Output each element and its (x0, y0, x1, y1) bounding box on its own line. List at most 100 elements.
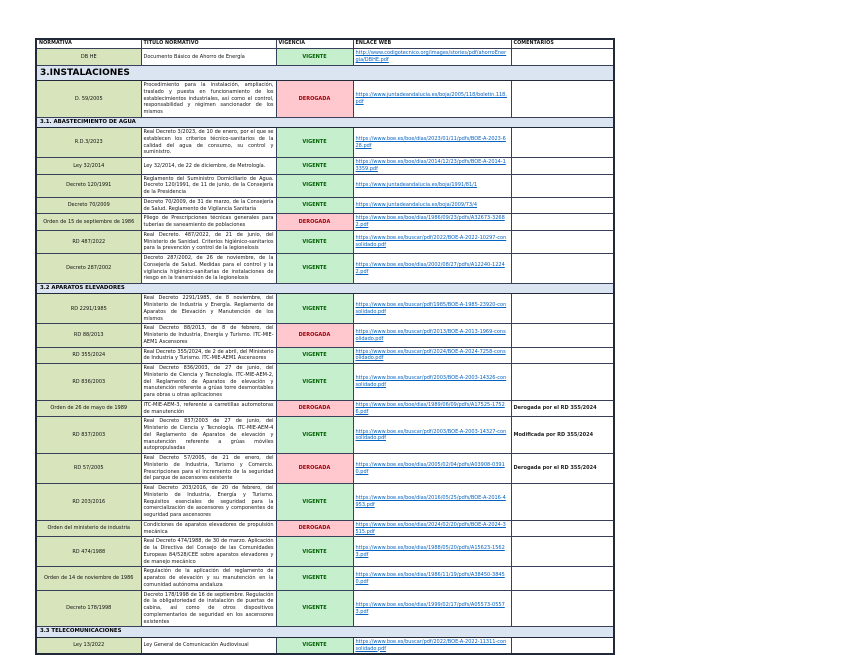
enlace-cell: https://www.boe.es/buscar/pdf/2003/BOE-A… (352, 363, 512, 401)
normativa-cell: RD 355/2024 (35, 346, 142, 365)
enlace-link[interactable]: https://www.boe.es/boe/dias/2024/02/20/p… (355, 521, 506, 535)
table-row: RD 57/2005 Real Decreto 57/2005, de 21 de… (35, 453, 615, 485)
enlace-link[interactable]: https://www.boe.es/boe/dias/2014/12/23/p… (355, 159, 506, 172)
enlace-link[interactable]: https://www.juntadeandalucia.es/boja/199… (355, 182, 478, 189)
table-row: Ley 32/2014 Ley 32/2014, de 22 de diciemb… (35, 157, 615, 175)
enlace-link[interactable]: https://www.boe.es/buscar/pdf/2003/BOE-A… (355, 428, 507, 442)
section-row: 3.2 APARATOS ELEVADORES (35, 283, 615, 295)
comentario-cell (510, 483, 615, 521)
enlace-link[interactable]: https://www.juntadeandalucia.es/boja/200… (355, 202, 478, 209)
table-header-row: NORMATIVA TITULO NORMATIVO VIGENCIA ENLACE … (35, 38, 615, 50)
comentario-cell (510, 636, 615, 655)
enlace-link[interactable]: https://www.boe.es/boe/dias/1986/09/23/p… (355, 215, 505, 229)
enlace-link[interactable]: https://www.boe.es/buscar/pdf/1985/BOE-A… (355, 302, 507, 315)
comentario-cell: Derogada por el RD 355/2024 (510, 399, 615, 418)
enlace-link[interactable]: https://www.boe.es/buscar/pdf/2013/BOE-A… (355, 328, 506, 342)
normativa-cell: Decreto 178/1998 (35, 589, 142, 628)
normativa-cell: Decreto 287/2002 (35, 253, 142, 285)
normativa-cell: Orden de 15 de septiembre de 1986 (35, 213, 142, 231)
vigencia-status-badge: VIGENTE (275, 173, 354, 198)
titulo-cell: Ley 32/2014, de 22 de diciembre, de Metr… (140, 157, 277, 175)
vigencia-status-badge: VIGENTE (275, 483, 354, 521)
vigencia-status-badge: DEROGADA (275, 213, 354, 231)
section-row: 3.1. ABASTECIMIENTO DE AGUA (35, 116, 615, 129)
enlace-link[interactable]: https://www.boe.es/boe/dias/2023/01/11/p… (355, 135, 506, 149)
titulo-cell: Real Decreto 355/2024, de 2 de abril, de… (140, 346, 277, 365)
titulo-cell: Procedimiento para la instalación, ampli… (140, 80, 277, 118)
table-row: RD 474/1988 Real Decreto 474/1988, de 30 … (35, 536, 615, 568)
column-header-enlace-web: ENLACE WEB (352, 38, 512, 50)
comentario-cell (510, 589, 615, 628)
enlace-link[interactable]: https://www.boe.es/boe/dias/1986/11/19/p… (355, 571, 505, 585)
spreadsheet-page: NORMATIVA TITULO NORMATIVO VIGENCIA ENLACE … (35, 38, 615, 655)
normativa-cell: Ley 32/2014 (35, 157, 142, 175)
titulo-cell: Real Decreto 837/2003 de 27 de junio, de… (140, 416, 277, 455)
table-row: Decreto 287/2002 Decreto 287/2002, de 26 … (35, 253, 615, 285)
table-row: R.D.3/2023 Real Decreto 3/2023, de 10 de … (35, 127, 615, 159)
column-header-normativa: NORMATIVA (35, 38, 142, 50)
titulo-cell: ITC-MIE-AEM-3, referente a carretillas a… (140, 399, 277, 418)
vigencia-status-badge: VIGENTE (275, 293, 354, 325)
vigencia-status-badge: VIGENTE (275, 363, 354, 401)
vigencia-status-badge: VIGENTE (275, 636, 354, 655)
titulo-cell: Real Decreto 474/1988, de 30 de marzo. A… (140, 536, 277, 568)
enlace-cell: https://www.boe.es/boe/dias/2024/02/20/p… (352, 519, 512, 538)
enlace-link[interactable]: https://www.boe.es/buscar/pdf/2003/BOE-A… (355, 375, 507, 389)
vigencia-status-badge: VIGENTE (275, 253, 354, 285)
normativa-table-body: DB HE Documento Básico de Ahorro de Energ… (35, 48, 615, 655)
enlace-link[interactable]: https://www.boe.es/boe/dias/2002/08/27/p… (355, 261, 505, 275)
column-header-titulo-normativo: TITULO NORMATIVO (140, 38, 277, 50)
titulo-cell: Real Decreto 57/2005, de 21 de enero, de… (140, 453, 277, 485)
enlace-link[interactable]: https://www.boe.es/boe/dias/2016/05/25/p… (355, 495, 506, 509)
table-row: RD 88/2013 Real Decreto 88/2013, de 8 de … (35, 323, 615, 348)
enlace-cell: http://www.codigotecnico.org/images/stor… (352, 48, 512, 66)
vigencia-status-badge: DEROGADA (275, 80, 354, 118)
table-row: Decreto 120/1991 Reglamento del Suministr… (35, 173, 615, 198)
titulo-cell: Real Decreto 3/2023, de 10 de enero, por… (140, 127, 277, 159)
table-row: Orden del ministerio de industria Condici… (35, 519, 615, 538)
enlace-link[interactable]: https://www.boe.es/boe/dias/2005/02/04/p… (355, 461, 505, 475)
table-row: RD 355/2024 Real Decreto 355/2024, de 2 d… (35, 346, 615, 365)
enlace-cell: https://www.boe.es/boe/dias/2002/08/27/p… (352, 253, 512, 285)
comentario-cell (510, 127, 615, 159)
enlace-link[interactable]: https://www.boe.es/boe/dias/1989/06/09/p… (355, 401, 505, 415)
comentario-cell (510, 253, 615, 285)
enlace-link[interactable]: http://www.codigotecnico.org/images/stor… (355, 50, 507, 64)
enlace-cell: https://www.boe.es/boe/dias/1988/05/20/p… (352, 536, 512, 568)
titulo-cell: Real Decreto 836/2003, de 27 de junio, d… (140, 363, 277, 401)
normativa-cell: RD 487/2022 (35, 229, 142, 255)
enlace-link[interactable]: https://www.boe.es/buscar/pdf/2024/BOE-A… (355, 348, 506, 362)
normativa-cell: Orden de 26 de mayo de 1989 (35, 399, 142, 418)
subsection-header: 3.2 APARATOS ELEVADORES (35, 283, 615, 295)
enlace-link[interactable]: https://www.juntadeandalucia.es/boja/200… (355, 92, 507, 105)
enlace-cell: https://www.boe.es/boe/dias/1986/09/23/p… (352, 213, 512, 231)
enlace-link[interactable]: https://www.boe.es/boe/dias/1988/05/20/p… (355, 545, 505, 558)
comentario-cell (510, 157, 615, 175)
normativa-cell: RD 2291/1985 (35, 293, 142, 325)
comentario-cell (510, 519, 615, 538)
normativa-table: NORMATIVA TITULO NORMATIVO VIGENCIA ENLACE … (35, 38, 615, 655)
enlace-cell: https://www.boe.es/buscar/pdf/2003/BOE-A… (352, 416, 512, 455)
table-row: Decreto 70/2009 Decreto 70/2009, de 31 de… (35, 196, 615, 215)
comentario-cell (510, 363, 615, 401)
titulo-cell: Ley General de Comunicación Audiovisual (140, 636, 277, 655)
comentario-cell (510, 536, 615, 568)
comentario-cell (510, 566, 615, 591)
comentario-cell: Modificada por RD 355/2024 (510, 416, 615, 455)
enlace-link[interactable]: https://www.boe.es/boe/dias/1999/02/17/p… (355, 601, 505, 615)
table-row: RD 837/2003 Real Decreto 837/2003 de 27 d… (35, 416, 615, 455)
normativa-cell: RD 836/2003 (35, 363, 142, 401)
enlace-link[interactable]: https://www.boe.es/buscar/pdf/2022/BOE-A… (355, 235, 507, 249)
column-header-vigencia: VIGENCIA (275, 38, 354, 50)
vigencia-status-badge: VIGENTE (275, 157, 354, 175)
comentario-cell (510, 346, 615, 365)
enlace-link[interactable]: https://www.boe.es/buscar/pdf/2022/BOE-A… (355, 638, 507, 652)
normativa-cell: RD 203/2016 (35, 483, 142, 521)
comentario-cell (510, 213, 615, 231)
enlace-cell: https://www.juntadeandalucia.es/boja/199… (352, 173, 512, 198)
titulo-cell: Real Decreto. 487/2022, de 21 de junio, … (140, 229, 277, 255)
normativa-cell: Ley 13/2022 (35, 636, 142, 655)
table-row: RD 836/2003 Real Decreto 836/2003, de 27 … (35, 363, 615, 401)
vigencia-status-badge: VIGENTE (275, 566, 354, 591)
enlace-cell: https://www.boe.es/buscar/pdf/2013/BOE-A… (352, 323, 512, 348)
